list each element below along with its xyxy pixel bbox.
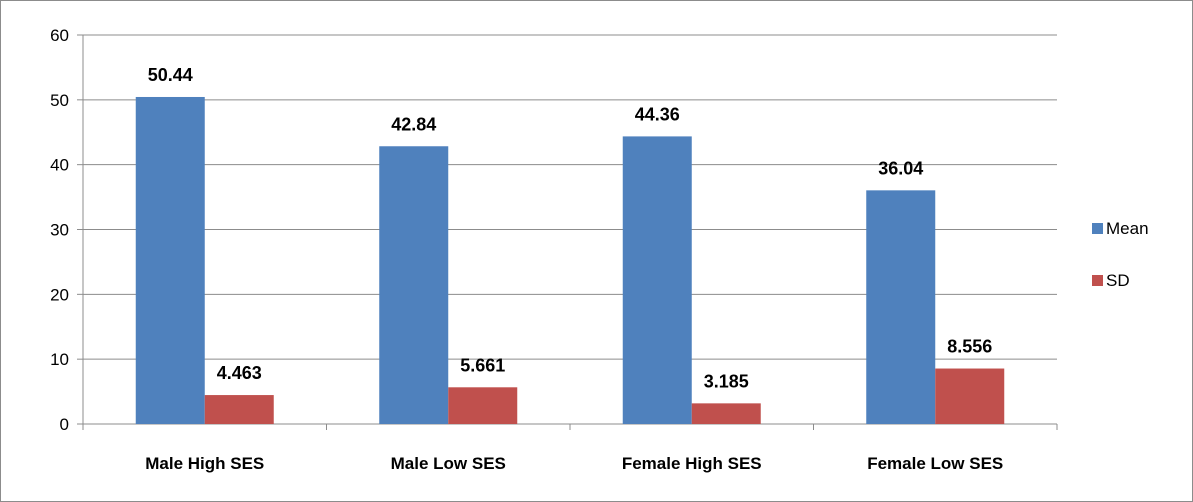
data-label: 8.556 [947,337,992,357]
bar-sd [935,368,1005,424]
legend-label: SD [1106,271,1130,290]
bar-sd [448,387,518,424]
y-tick-label: 0 [60,415,69,434]
legend-label: Mean [1106,219,1149,238]
data-label: 50.44 [148,65,193,85]
y-tick-label: 20 [50,285,69,304]
x-category-label: Male High SES [145,454,264,473]
legend-swatch-mean [1092,223,1103,234]
data-label: 3.185 [704,371,749,391]
y-tick-label: 30 [50,221,69,240]
y-tick-label: 10 [50,350,69,369]
data-label: 4.463 [217,363,262,383]
y-tick-label: 40 [50,156,69,175]
data-label: 5.661 [460,355,505,375]
legend-swatch-sd [1092,275,1103,286]
bar-mean [135,96,205,425]
y-tick-label: 60 [50,26,69,45]
data-label: 42.84 [391,114,436,134]
bar-mean [379,146,449,424]
bar-mean [866,190,936,424]
y-tick-label: 50 [50,91,69,110]
data-label: 36.04 [878,158,923,178]
bar-mean [622,136,692,424]
x-category-label: Female High SES [622,454,762,473]
data-label: 44.36 [635,104,680,124]
bar-sd [691,403,761,424]
x-category-label: Female Low SES [867,454,1003,473]
x-category-label: Male Low SES [391,454,506,473]
bar-sd [204,395,274,424]
